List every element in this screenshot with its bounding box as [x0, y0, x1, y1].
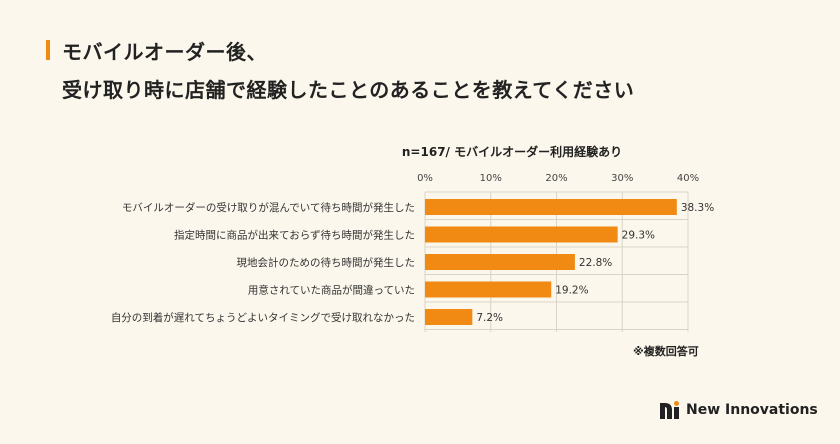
page-title-line-1: モバイルオーダー後、 — [62, 40, 267, 64]
value-label: 7.2% — [476, 312, 503, 324]
category-label: 現地会計のための待ち時間が発生した — [237, 256, 416, 269]
category-label: 用意されていた商品が間違っていた — [248, 284, 415, 297]
x-tick-label: 30% — [611, 173, 633, 184]
bar — [425, 254, 575, 270]
title-accent-bar — [46, 40, 50, 60]
x-tick-label: 0% — [417, 173, 433, 184]
category-label: 自分の到着が遅れてちょうどよいタイミングで受け取れなかった — [111, 311, 415, 324]
x-tick-label: 10% — [480, 173, 502, 184]
brand-name: New Innovations — [686, 402, 818, 418]
category-label: 指定時間に商品が出来ておらず待ち時間が発生した — [174, 229, 415, 242]
brand-logo: New Innovations — [660, 401, 818, 419]
ni-logo-icon — [660, 401, 679, 419]
chart-subtitle: n=167/ モバイルオーダー利用経験あり — [402, 144, 622, 159]
value-label: 22.8% — [579, 257, 612, 269]
category-label: モバイルオーダーの受け取りが混んでいて待ち時間が発生した — [122, 201, 415, 214]
bar — [425, 281, 552, 298]
value-label: 19.2% — [555, 285, 588, 297]
x-tick-label: 20% — [545, 173, 567, 184]
bar — [425, 199, 677, 215]
bar — [425, 309, 473, 325]
value-label: 29.3% — [622, 230, 655, 242]
multiple-answer-note: ※複数回答可 — [633, 345, 699, 358]
bar — [425, 226, 618, 243]
x-tick-label: 40% — [677, 173, 699, 184]
value-label: 38.3% — [681, 202, 714, 214]
page-title-line-2: 受け取り時に店舗で経験したことのあることを教えてください — [62, 78, 635, 102]
